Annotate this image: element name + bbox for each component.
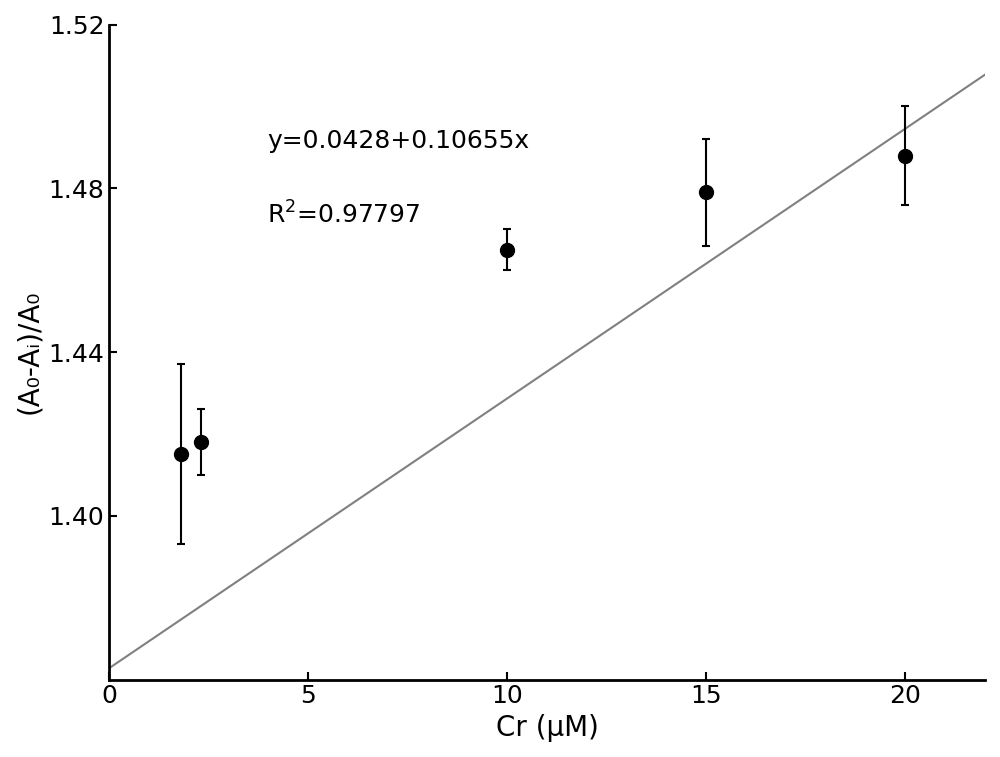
Text: y=0.0428+0.10655x: y=0.0428+0.10655x [267,129,529,154]
X-axis label: Cr (μM): Cr (μM) [496,714,599,742]
Text: R$^2$=0.97797: R$^2$=0.97797 [267,201,420,229]
Y-axis label: (A₀-Aᵢ)/A₀: (A₀-Aᵢ)/A₀ [15,290,43,414]
